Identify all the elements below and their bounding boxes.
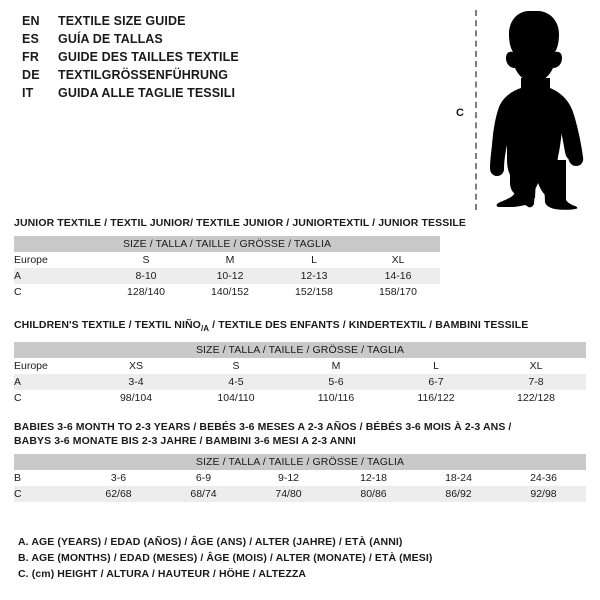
language-code-en: EN bbox=[22, 14, 40, 28]
junior-cell-a-0: 8-10 bbox=[104, 268, 188, 284]
table-row: C 62/68 68/74 74/80 80/86 86/92 92/98 bbox=[14, 486, 587, 502]
babies-cell-c-3: 80/86 bbox=[331, 486, 416, 502]
babies-table-band-row: SIZE / TALLA / TAILLE / GRÖSSE / TAGLIA bbox=[14, 454, 587, 470]
height-line-label: C bbox=[456, 107, 464, 119]
children-row-label-a: A bbox=[14, 374, 86, 391]
language-row-de: DE TEXTILGRÖSSENFÜHRUNG bbox=[22, 68, 442, 86]
junior-cell-a-1: 10-12 bbox=[188, 268, 272, 284]
babies-cell-c-0: 62/68 bbox=[76, 486, 161, 502]
babies-size-table: SIZE / TALLA / TAILLE / GRÖSSE / TAGLIA … bbox=[14, 454, 587, 502]
junior-cell-europe-3: XL bbox=[356, 252, 441, 268]
babies-cell-c-4: 86/92 bbox=[416, 486, 501, 502]
children-row-label-c: C bbox=[14, 390, 86, 407]
junior-cell-a-2: 12-13 bbox=[272, 268, 356, 284]
babies-cell-b-5: 24-36 bbox=[501, 470, 587, 486]
language-title-en: TEXTILE SIZE GUIDE bbox=[58, 14, 186, 28]
babies-band-label: SIZE / TALLA / TAILLE / GRÖSSE / TAGLIA bbox=[14, 454, 587, 470]
table-row: Europe S M L XL bbox=[14, 252, 441, 268]
language-title-header: EN TEXTILE SIZE GUIDE ES GUÍA DE TALLAS … bbox=[22, 14, 442, 104]
junior-cell-europe-2: L bbox=[272, 252, 356, 268]
section-title-children: CHILDREN'S TEXTILE / TEXTIL NIÑO/A / TEX… bbox=[14, 318, 586, 336]
language-title-it: GUIDA ALLE TAGLIE TESSILI bbox=[58, 86, 236, 100]
section-childrens-textile: CHILDREN'S TEXTILE / TEXTIL NIÑO/A / TEX… bbox=[14, 318, 587, 407]
section-title-babies-line1: BABIES 3-6 MONTH TO 2-3 YEARS / BEBÉS 3-… bbox=[14, 421, 512, 433]
table-row: B 3-6 6-9 9-12 12-18 18-24 24-36 bbox=[14, 470, 587, 486]
language-row-es: ES GUÍA DE TALLAS bbox=[22, 32, 442, 50]
table-row: C 98/104 104/110 110/116 116/122 122/128 bbox=[14, 390, 587, 407]
toddler-silhouette-icon bbox=[490, 11, 584, 210]
language-row-en: EN TEXTILE SIZE GUIDE bbox=[22, 14, 442, 32]
children-cell-europe-1: S bbox=[186, 358, 286, 375]
language-row-fr: FR GUIDE DES TAILLES TEXTILE bbox=[22, 50, 442, 68]
babies-row-label-b: B bbox=[14, 470, 76, 486]
children-cell-c-3: 116/122 bbox=[386, 390, 486, 407]
table-row: A 8-10 10-12 12-13 14-16 bbox=[14, 268, 441, 284]
children-band-label: SIZE / TALLA / TAILLE / GRÖSSE / TAGLIA bbox=[14, 342, 587, 359]
height-measurement-figure: C bbox=[440, 4, 600, 214]
children-cell-europe-2: M bbox=[286, 358, 386, 375]
babies-row-label-c: C bbox=[14, 486, 76, 502]
table-row: Europe XS S M L XL bbox=[14, 358, 587, 375]
language-title-de: TEXTILGRÖSSENFÜHRUNG bbox=[58, 68, 229, 82]
junior-row-label-c: C bbox=[14, 284, 104, 300]
language-row-it: IT GUIDA ALLE TAGLIE TESSILI bbox=[22, 86, 442, 104]
children-table-band-row: SIZE / TALLA / TAILLE / GRÖSSE / TAGLIA bbox=[14, 342, 587, 359]
babies-cell-b-0: 3-6 bbox=[76, 470, 161, 486]
height-dashed-line bbox=[475, 10, 477, 210]
babies-cell-c-2: 74/80 bbox=[246, 486, 331, 502]
section-babies-textile: BABIES 3-6 MONTH TO 2-3 YEARS / BEBÉS 3-… bbox=[14, 420, 587, 502]
children-cell-a-4: 7-8 bbox=[486, 374, 587, 391]
junior-row-label-europe: Europe bbox=[14, 252, 104, 268]
children-size-table: SIZE / TALLA / TAILLE / GRÖSSE / TAGLIA … bbox=[14, 342, 587, 407]
children-cell-europe-3: L bbox=[386, 358, 486, 375]
language-code-it: IT bbox=[22, 86, 34, 100]
babies-cell-b-1: 6-9 bbox=[161, 470, 246, 486]
junior-table-band-row: SIZE / TALLA / TAILLE / GRÖSSE / TAGLIA bbox=[14, 236, 441, 252]
children-cell-europe-4: XL bbox=[486, 358, 587, 375]
table-row: A 3-4 4-5 5-6 6-7 7-8 bbox=[14, 374, 587, 391]
junior-band-label: SIZE / TALLA / TAILLE / GRÖSSE / TAGLIA bbox=[14, 236, 441, 252]
junior-size-table: SIZE / TALLA / TAILLE / GRÖSSE / TAGLIA … bbox=[14, 236, 441, 300]
junior-cell-a-3: 14-16 bbox=[356, 268, 441, 284]
junior-row-label-a: A bbox=[14, 268, 104, 284]
babies-cell-b-4: 18-24 bbox=[416, 470, 501, 486]
junior-cell-europe-1: M bbox=[188, 252, 272, 268]
language-code-fr: FR bbox=[22, 50, 40, 64]
language-code-de: DE bbox=[22, 68, 40, 82]
children-row-label-europe: Europe bbox=[14, 358, 86, 375]
children-cell-c-2: 110/116 bbox=[286, 390, 386, 407]
junior-cell-c-3: 158/170 bbox=[356, 284, 441, 300]
children-cell-a-1: 4-5 bbox=[186, 374, 286, 391]
babies-cell-c-1: 68/74 bbox=[161, 486, 246, 502]
children-cell-c-4: 122/128 bbox=[486, 390, 587, 407]
children-cell-europe-0: XS bbox=[86, 358, 186, 375]
section-title-children-sub: /A bbox=[200, 324, 210, 334]
babies-cell-b-2: 9-12 bbox=[246, 470, 331, 486]
table-row: C 128/140 140/152 152/158 158/170 bbox=[14, 284, 441, 300]
junior-cell-c-1: 140/152 bbox=[188, 284, 272, 300]
legend-line-b: B. AGE (MONTHS) / EDAD (MESES) / ÂGE (MO… bbox=[18, 552, 433, 564]
section-title-children-part1: CHILDREN'S TEXTILE / TEXTIL NIÑO bbox=[14, 319, 201, 331]
language-title-es: GUÍA DE TALLAS bbox=[58, 32, 163, 46]
babies-cell-c-5: 92/98 bbox=[501, 486, 587, 502]
children-cell-c-0: 98/104 bbox=[86, 390, 186, 407]
legend-line-a: A. AGE (YEARS) / EDAD (AÑOS) / ÂGE (ANS)… bbox=[18, 536, 403, 548]
children-cell-a-3: 6-7 bbox=[386, 374, 486, 391]
section-title-children-part2: / TEXTILE DES ENFANTS / KINDERTEXTIL / B… bbox=[209, 319, 529, 331]
section-title-babies-line2: BABYS 3-6 MONATE BIS 2-3 JAHRE / BAMBINI… bbox=[14, 435, 356, 447]
legend-line-c: C. (cm) HEIGHT / ALTURA / HAUTEUR / HÖHE… bbox=[18, 568, 307, 580]
children-cell-c-1: 104/110 bbox=[186, 390, 286, 407]
junior-cell-europe-0: S bbox=[104, 252, 188, 268]
children-cell-a-2: 5-6 bbox=[286, 374, 386, 391]
section-title-junior: JUNIOR TEXTILE / TEXTIL JUNIOR/ TEXTILE … bbox=[14, 217, 466, 229]
language-title-fr: GUIDE DES TAILLES TEXTILE bbox=[58, 50, 239, 64]
language-code-es: ES bbox=[22, 32, 40, 46]
junior-cell-c-0: 128/140 bbox=[104, 284, 188, 300]
babies-cell-b-3: 12-18 bbox=[331, 470, 416, 486]
section-junior-textile: JUNIOR TEXTILE / TEXTIL JUNIOR/ TEXTILE … bbox=[14, 216, 466, 300]
children-cell-a-0: 3-4 bbox=[86, 374, 186, 391]
junior-cell-c-2: 152/158 bbox=[272, 284, 356, 300]
measurement-legend: A. AGE (YEARS) / EDAD (AÑOS) / ÂGE (ANS)… bbox=[18, 534, 578, 582]
